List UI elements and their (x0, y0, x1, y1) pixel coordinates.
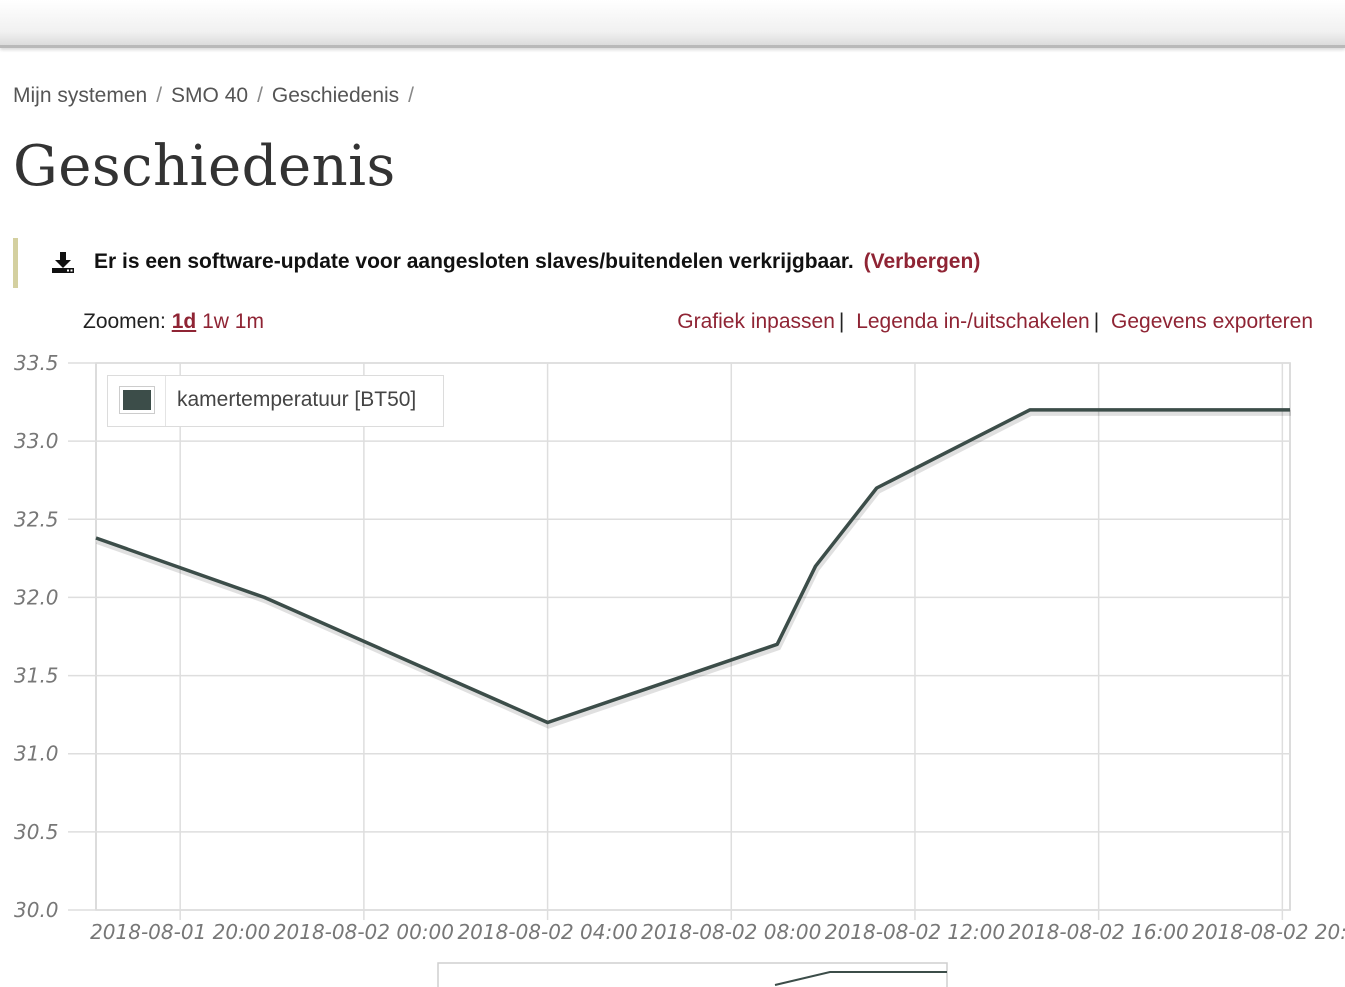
toolbar-separator: | (1093, 310, 1100, 333)
zoom-1m-link[interactable]: 1m (234, 310, 264, 333)
legend-swatch-box (119, 386, 155, 414)
navigator-series-line (774, 971, 947, 986)
notice-message: Er is een software-update voor aangeslot… (94, 250, 854, 273)
series-layer (95, 408, 1291, 729)
y-axis-tick-labels: 33.5 33.0 32.5 32.0 31.5 31.0 30.5 30.0 (14, 351, 59, 922)
y-tick-label: 30.0 (14, 898, 59, 922)
y-tick-label: 30.5 (14, 820, 59, 844)
series-line (95, 408, 1290, 725)
legend-label: kamertemperatuur [BT50] (177, 388, 417, 411)
plot-area (95, 362, 1291, 911)
legend-divider (165, 376, 166, 426)
history-chart[interactable]: 33.5 33.0 32.5 32.0 31.5 31.0 30.5 30.0 2018-08… (0, 345, 1345, 987)
toggle-legend-link[interactable]: Legenda in-/uitschakelen (856, 310, 1090, 333)
breadcrumb-item-mijn-systemen[interactable]: Mijn systemen (13, 84, 148, 107)
x-tick-label: 2018-08-02 04:00 (457, 920, 637, 944)
y-tick-label: 32.5 (14, 507, 59, 531)
x-tick-label: 2018-08-01 20:00 (90, 920, 270, 944)
update-notice: Er is een software-update voor aangeslot… (13, 238, 1113, 288)
chart-toolbar: Grafiek inpassen | Legenda in-/uitschakel… (677, 310, 1313, 334)
navigator-box (437, 962, 948, 987)
y-tick-label: 31.5 (14, 664, 59, 688)
y-tick-label: 33.5 (14, 351, 59, 375)
x-tick-label: 2018-08-02 20:00 (1192, 920, 1345, 944)
download-icon (52, 252, 74, 273)
x-tick-label: 2018-08-02 00:00 (274, 920, 454, 944)
chart-canvas[interactable]: 33.5 33.0 32.5 32.0 31.5 31.0 30.5 30.0 2018-08… (0, 345, 1345, 987)
breadcrumb-separator: / (257, 84, 263, 107)
x-tick-label: 2018-08-02 08:00 (641, 920, 821, 944)
y-tick-label: 33.0 (14, 429, 59, 453)
hide-notice-link[interactable]: (Verbergen) (863, 250, 981, 273)
export-data-link[interactable]: Gegevens exporteren (1111, 310, 1313, 333)
breadcrumb-item-geschiedenis[interactable]: Geschiedenis (271, 84, 400, 107)
breadcrumb-separator: / (408, 84, 415, 107)
chart-legend[interactable]: kamertemperatuur [BT50] (107, 375, 444, 427)
series-line-shadow (96, 409, 1291, 729)
breadcrumb-item-smo40[interactable]: SMO 40 (171, 84, 249, 107)
zoom-1d-link[interactable]: 1d (171, 310, 197, 333)
x-axis-tick-labels: 2018-08-01 20:00 2018-08-02 00:00 2018-08-… (90, 920, 1345, 944)
grid-lines (68, 362, 1290, 920)
x-tick-label: 2018-08-02 16:00 (1009, 920, 1189, 944)
page-title: Geschiedenis (13, 134, 396, 199)
legend-swatch (123, 390, 151, 410)
fit-chart-link[interactable]: Grafiek inpassen (677, 310, 835, 333)
y-tick-label: 32.0 (14, 585, 59, 609)
x-tick-label: 2018-08-02 12:00 (825, 920, 1005, 944)
zoom-1w-link[interactable]: 1w (202, 310, 229, 333)
toolbar-separator: | (838, 310, 845, 333)
breadcrumb: Mijn systemen / SMO 40 / Geschiedenis / (13, 84, 423, 108)
zoom-controls: Zoomen: 1d 1w 1m (83, 310, 264, 334)
zoom-label: Zoomen: (83, 310, 166, 333)
top-header-bar (0, 0, 1345, 48)
breadcrumb-separator: / (156, 84, 163, 107)
y-tick-label: 31.0 (14, 742, 59, 766)
